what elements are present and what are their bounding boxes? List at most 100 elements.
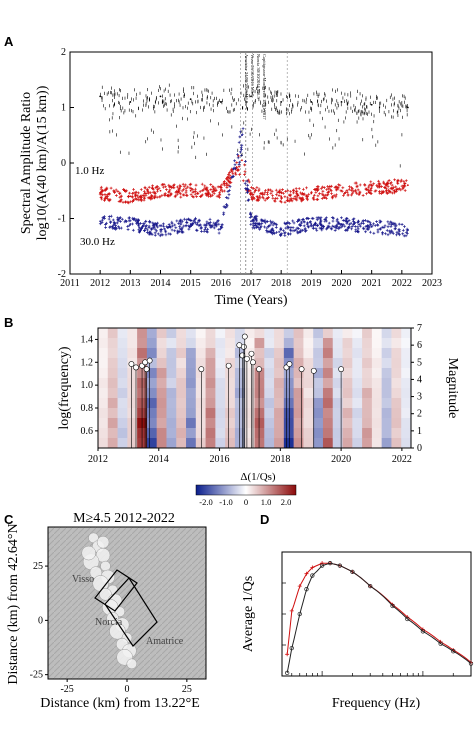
- heatmap-cell: [401, 408, 412, 419]
- data-point: [358, 183, 362, 187]
- panel-a-xtick-label: 2011: [60, 278, 80, 289]
- panel-b-ytick-label: 1.2: [81, 357, 94, 368]
- data-point: [233, 167, 237, 170]
- data-point: [104, 226, 108, 229]
- heatmap-cell: [362, 418, 373, 429]
- data-point: [174, 226, 178, 230]
- data-point: [175, 219, 179, 223]
- heatmap-cell: [391, 408, 402, 419]
- series-anchor-point: [340, 189, 343, 192]
- heatmap-cell: [166, 338, 177, 349]
- data-point: [103, 198, 106, 202]
- panel-c-letter: C: [4, 512, 14, 527]
- data-point: [384, 187, 388, 190]
- data-point: [167, 190, 171, 194]
- heatmap-cell: [371, 428, 383, 439]
- panel-a-xtick-label: 2017: [241, 278, 261, 289]
- heatmap-cell: [274, 418, 285, 429]
- heatmap-cell: [371, 388, 383, 399]
- data-point: [307, 225, 311, 229]
- panel-b-y2tick-label: 4: [417, 374, 422, 385]
- heatmap-cell: [322, 438, 334, 449]
- data-point: [369, 189, 373, 192]
- data-point: [144, 219, 148, 223]
- data-point: [294, 190, 298, 194]
- heatmap-cell: [166, 348, 177, 359]
- heatmap-cell: [342, 338, 353, 349]
- data-point: [141, 222, 145, 226]
- data-point: [345, 189, 349, 193]
- heatmap-cell: [264, 398, 275, 409]
- data-point: [136, 196, 140, 200]
- panel-a-ylabel-1: Spectral Amplitude Ratio: [19, 92, 34, 234]
- data-point: [231, 172, 235, 176]
- colorbar-label: Δ(1/Qs): [240, 471, 276, 483]
- data-point: [144, 192, 148, 195]
- heatmap-cell: [342, 428, 353, 439]
- data-point: [309, 220, 312, 224]
- heatmap-cell: [342, 348, 353, 359]
- heatmap-cell: [313, 368, 324, 379]
- heatmap-cell: [127, 338, 138, 349]
- data-point: [127, 216, 131, 220]
- data-point: [185, 221, 189, 225]
- series-anchor-point: [310, 101, 313, 103]
- data-point: [257, 189, 261, 193]
- data-point: [191, 188, 195, 191]
- data-point: [233, 171, 237, 175]
- data-point: [191, 190, 195, 194]
- data-point: [254, 223, 258, 227]
- heatmap-cell: [244, 408, 255, 419]
- heatmap-cell: [127, 438, 138, 449]
- series-anchor-point: [159, 95, 162, 98]
- heatmap-cell: [186, 348, 197, 359]
- heatmap-cell: [166, 398, 177, 409]
- data-point: [400, 222, 404, 226]
- data-point: [176, 185, 179, 189]
- heatmap-cell: [264, 428, 275, 439]
- heatmap-cell: [264, 438, 275, 449]
- data-point: [107, 215, 111, 219]
- data-point: [260, 222, 264, 226]
- data-point: [316, 194, 320, 198]
- data-point: [116, 189, 120, 193]
- data-point: [114, 194, 118, 197]
- data-point: [315, 216, 319, 220]
- data-point: [184, 224, 188, 227]
- data-point: [243, 163, 246, 167]
- data-point: [319, 217, 322, 221]
- data-point: [137, 228, 141, 232]
- heatmap-cell: [313, 428, 324, 439]
- data-point: [156, 232, 160, 236]
- data-point: [390, 230, 394, 234]
- data-point: [153, 227, 157, 231]
- data-point: [303, 229, 307, 233]
- data-point: [354, 190, 358, 194]
- series-anchor-point: [159, 189, 162, 192]
- data-point: [243, 159, 247, 163]
- data-point: [194, 190, 198, 194]
- data-point: [350, 224, 354, 228]
- data-point: [124, 190, 128, 193]
- heatmap-cell: [107, 368, 118, 379]
- data-point: [330, 195, 334, 199]
- data-point: [204, 226, 208, 229]
- data-point: [101, 193, 104, 197]
- data-point: [341, 186, 345, 190]
- heatmap-cell: [215, 348, 226, 359]
- data-point: [387, 178, 391, 182]
- data-point: [109, 214, 113, 218]
- heatmap-cell: [146, 418, 158, 429]
- heatmap-cell: [371, 398, 383, 409]
- data-point: [390, 603, 395, 609]
- data-point: [182, 185, 186, 189]
- data-point: [222, 179, 226, 183]
- data-point: [100, 218, 104, 222]
- data-point: [240, 143, 244, 147]
- data-point: [113, 191, 117, 195]
- heatmap-cell: [186, 398, 197, 409]
- data-point: [163, 227, 166, 231]
- data-point: [403, 189, 407, 192]
- data-point: [138, 226, 141, 230]
- data-point: [151, 184, 154, 188]
